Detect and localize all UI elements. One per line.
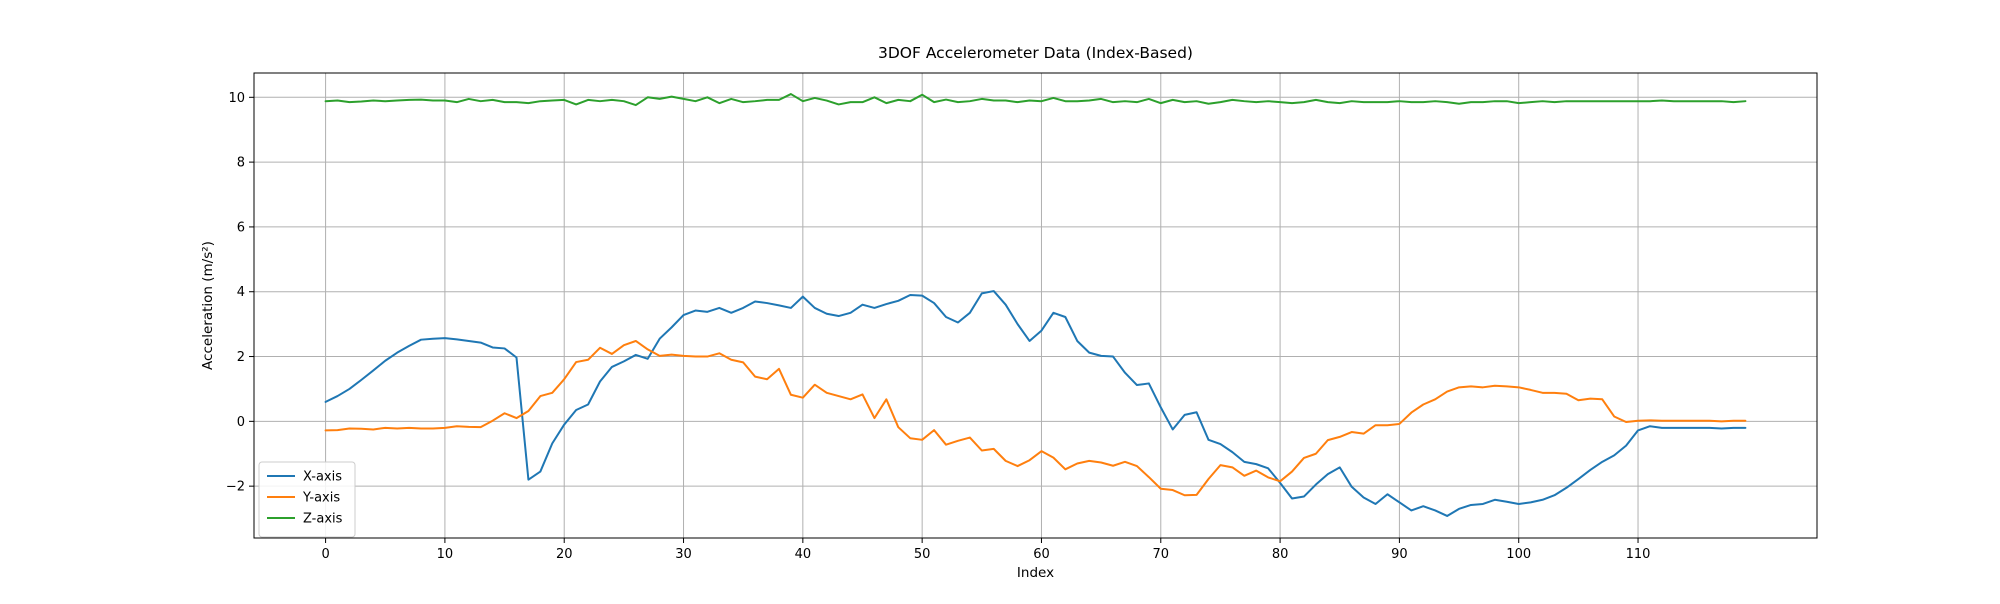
x-tick-label: 60: [1033, 547, 1050, 562]
y-axis-label: Acceleration (m/s²): [200, 241, 216, 370]
x-tick-label: 50: [914, 547, 931, 562]
y-tick-label: 4: [237, 285, 245, 300]
series-lines: [324, 93, 1747, 517]
x-tick-label: 10: [437, 547, 454, 562]
series-line-x-axis: [324, 290, 1747, 517]
y-tick-label: 10: [228, 91, 245, 106]
legend-label-x-axis: X-axis: [303, 470, 342, 485]
x-axis-label: Index: [1017, 565, 1054, 581]
y-tick-label: 0: [237, 415, 245, 430]
series-line-z-axis: [324, 93, 1747, 107]
x-tick-label: 70: [1153, 547, 1170, 562]
x-tick-label: 0: [321, 547, 329, 562]
legend: X-axis Y-axis Z-axis: [258, 461, 356, 538]
x-tick-label: 100: [1506, 547, 1531, 562]
grid: [254, 73, 1817, 538]
plot-frame: [253, 72, 1818, 539]
y-tick-label: −2: [226, 480, 245, 495]
legend-label-z-axis: Z-axis: [303, 512, 343, 527]
y-tick-label: 6: [237, 220, 245, 235]
legend-label-y-axis: Y-axis: [302, 491, 340, 506]
series-line-y-axis: [324, 339, 1747, 497]
x-tick-label: 40: [795, 547, 812, 562]
axis-ticks: 0 10 20 30 40 50 60 70 80 90 100 110 −2 0 2 4 6 8 10: [226, 91, 1651, 562]
y-tick-label: 2: [237, 350, 245, 365]
x-tick-label: 80: [1272, 547, 1289, 562]
x-tick-label: 90: [1391, 547, 1408, 562]
x-tick-label: 110: [1626, 547, 1651, 562]
x-tick-label: 30: [675, 547, 692, 562]
legend-items: X-axis Y-axis Z-axis: [267, 470, 343, 527]
chart-title: 3DOF Accelerometer Data (Index-Based): [878, 44, 1193, 62]
y-tick-label: 8: [237, 156, 245, 171]
x-tick-label: 20: [556, 547, 573, 562]
